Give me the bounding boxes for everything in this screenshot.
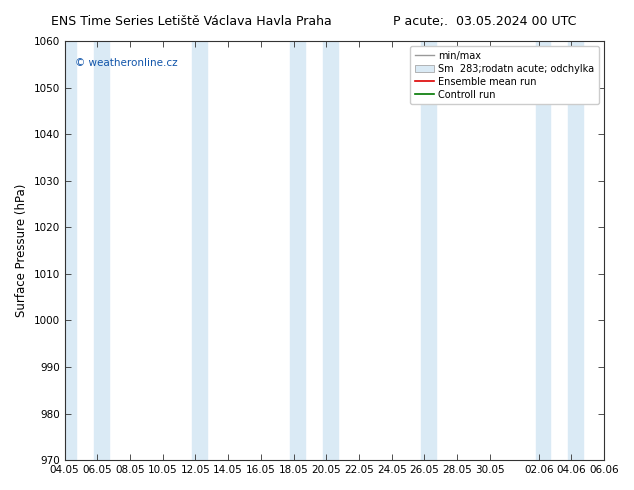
Bar bbox=[536, 41, 550, 460]
Legend: min/max, Sm  283;rodatn acute; odchylka, Ensemble mean run, Controll run: min/max, Sm 283;rodatn acute; odchylka, … bbox=[410, 46, 599, 104]
Text: © weatheronline.cz: © weatheronline.cz bbox=[75, 58, 178, 68]
Text: P acute;.  03.05.2024 00 UTC: P acute;. 03.05.2024 00 UTC bbox=[393, 15, 576, 28]
Bar bbox=[290, 41, 305, 460]
Bar bbox=[421, 41, 436, 460]
Bar bbox=[568, 41, 583, 460]
Y-axis label: Surface Pressure (hPa): Surface Pressure (hPa) bbox=[15, 184, 28, 318]
Bar bbox=[65, 41, 76, 460]
Bar bbox=[94, 41, 109, 460]
Bar bbox=[323, 41, 338, 460]
Text: ENS Time Series Letiště Václava Havla Praha: ENS Time Series Letiště Václava Havla Pr… bbox=[51, 15, 332, 28]
Bar bbox=[192, 41, 207, 460]
